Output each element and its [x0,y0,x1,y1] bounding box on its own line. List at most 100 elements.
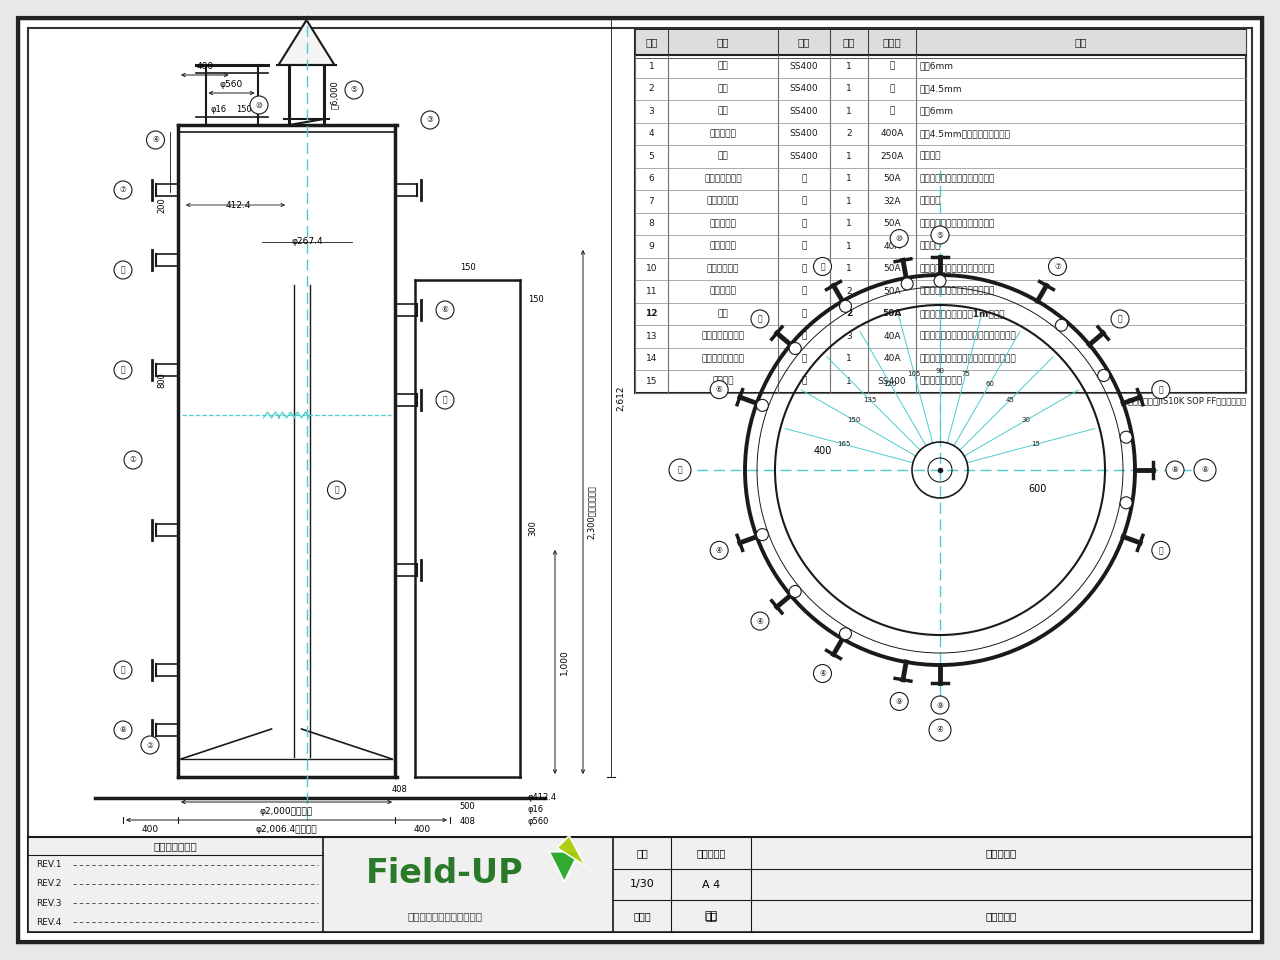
Text: 2: 2 [846,287,851,296]
Circle shape [436,391,454,409]
Text: 1: 1 [846,264,852,274]
Text: 500: 500 [460,802,475,811]
Text: 備考: 備考 [1075,37,1087,47]
Circle shape [1120,431,1132,444]
Circle shape [124,451,142,469]
Text: 135: 135 [863,396,877,403]
Circle shape [1056,320,1068,331]
Circle shape [814,257,832,276]
Text: 担当: 担当 [705,911,717,922]
Text: 300: 300 [529,520,538,537]
Text: φ267.4: φ267.4 [292,237,323,247]
Text: －: － [801,219,806,228]
Text: 顧　客　先: 顧 客 先 [986,848,1018,858]
Text: 予備（上部設置）: 予備（上部設置） [701,332,745,341]
Text: ①: ① [129,455,137,465]
Text: －: － [801,332,806,341]
Bar [28,837,1252,932]
Circle shape [1111,310,1129,328]
Text: φ412.4: φ412.4 [529,793,557,802]
Text: SS400: SS400 [790,130,818,138]
Text: ＊フランジはJIS10K SOP FFすべてとする: ＊フランジはJIS10K SOP FFすべてとする [1128,397,1245,406]
Text: 約6,000: 約6,000 [330,81,339,109]
Text: 75: 75 [961,372,970,377]
Text: 長さは現地合わせ（約1m想定）: 長さは現地合わせ（約1m想定） [919,309,1005,319]
Text: ⑧: ⑧ [1171,466,1179,474]
Text: ⑧: ⑧ [119,726,127,734]
Text: 予備（下部設置）: 予備（下部設置） [701,354,745,363]
Text: 10: 10 [645,264,657,274]
Text: 内管: 内管 [718,309,728,319]
Text: 1: 1 [846,354,852,363]
Text: 1: 1 [846,152,852,160]
Text: 400: 400 [813,446,832,456]
Text: 408: 408 [392,784,407,794]
Text: ③: ③ [426,115,434,125]
Text: ②: ② [147,740,154,750]
Text: 1: 1 [846,61,852,71]
Text: 3: 3 [649,107,654,116]
Text: 名称: 名称 [717,37,730,47]
Text: －: － [801,309,806,319]
Text: 2: 2 [649,84,654,93]
Text: 電極設置台座: 電極設置台座 [707,264,739,274]
Text: REV.2: REV.2 [36,879,61,888]
Text: ⑬: ⑬ [1158,546,1164,555]
Text: 11: 11 [645,287,657,296]
Text: 7: 7 [649,197,654,205]
Text: 3: 3 [846,332,852,341]
Circle shape [346,81,364,99]
Text: マンホール: マンホール [709,130,736,138]
Circle shape [114,661,132,679]
Circle shape [1166,461,1184,479]
Circle shape [756,399,768,411]
Circle shape [790,586,801,597]
Circle shape [929,719,951,741]
Text: φ560: φ560 [529,817,549,826]
Circle shape [141,736,159,754]
Text: SS400: SS400 [790,107,818,116]
Text: 14: 14 [646,354,657,363]
Text: φ2,000（内径）: φ2,000（内径） [260,807,314,816]
Text: 番号: 番号 [645,37,658,47]
Circle shape [890,229,909,248]
Circle shape [931,696,948,714]
Text: ボイラ給水: ボイラ給水 [709,219,736,228]
Circle shape [890,692,909,710]
Text: ドレン回収: ドレン回収 [709,287,736,296]
Text: ⑮: ⑮ [676,464,684,476]
Text: 縮尺: 縮尺 [636,848,648,858]
Text: 30: 30 [1021,418,1030,423]
Text: SS400: SS400 [790,61,818,71]
Text: 2,300（水面有効）: 2,300（水面有効） [588,485,596,539]
Text: －: － [801,197,806,205]
Circle shape [840,628,851,639]
Circle shape [901,277,913,290]
Text: 32A: 32A [883,197,901,205]
Text: A 4: A 4 [701,879,721,890]
Circle shape [1152,380,1170,398]
Text: －: － [890,84,895,93]
Text: 412.4: 412.4 [225,201,251,209]
Text: 1: 1 [846,242,852,251]
Text: 400: 400 [413,825,431,834]
Text: 9: 9 [649,242,654,251]
Text: 165: 165 [837,442,851,447]
Text: ⑫: ⑫ [334,486,339,494]
Text: －: － [801,264,806,274]
Text: ⑥: ⑥ [442,305,448,315]
Text: ⑤: ⑤ [937,230,943,239]
Text: 板厚6mm: 板厚6mm [919,61,954,71]
Text: －: － [801,175,806,183]
Text: ⑬: ⑬ [1158,385,1164,395]
Text: φ16: φ16 [529,804,544,813]
Text: －: － [801,376,806,386]
Text: 管底ブロー: 管底ブロー [709,242,736,251]
Text: 2: 2 [846,130,851,138]
Text: 400: 400 [196,62,214,71]
Text: 作成日: 作成日 [634,911,650,922]
Text: ⑮: ⑮ [677,466,682,474]
Text: ⑧: ⑧ [1202,466,1208,474]
Text: 15: 15 [645,376,657,386]
Text: 50A: 50A [883,175,901,183]
